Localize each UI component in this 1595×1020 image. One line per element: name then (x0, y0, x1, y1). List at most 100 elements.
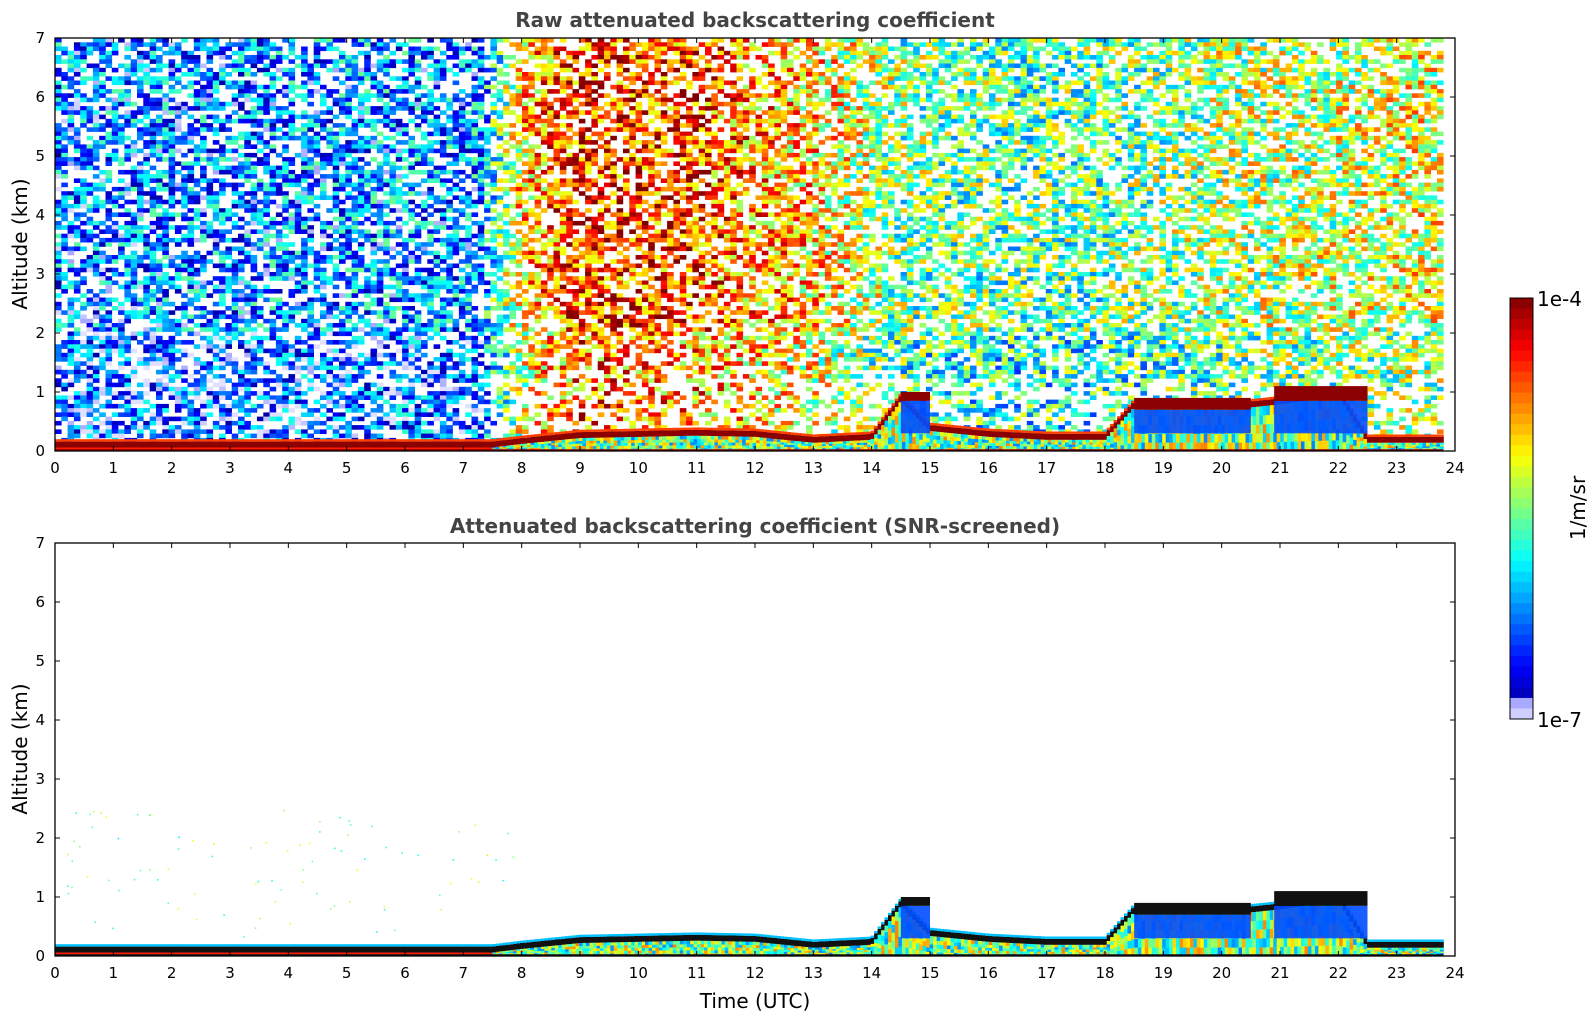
y-tick-label: 6 (35, 88, 45, 106)
x-tick-label: 20 (1212, 964, 1231, 982)
x-tick-label: 17 (1037, 459, 1056, 477)
colorbar-step (1510, 497, 1533, 510)
colorbar-step (1510, 340, 1533, 352)
colorbar-step (1510, 361, 1533, 373)
x-tick-label: 16 (979, 964, 998, 982)
colorbar-step (1510, 529, 1533, 541)
colorbar-step (1510, 676, 1533, 688)
x-tick-label: 7 (459, 459, 469, 477)
colorbar-gradient (1510, 298, 1533, 720)
colorbar-step (1510, 445, 1533, 457)
colorbar-step (1510, 603, 1533, 615)
x-tick-label: 24 (1445, 964, 1464, 982)
colorbar-step (1510, 455, 1533, 467)
panel-raw: Raw attenuated backscattering coefficien… (8, 8, 1465, 477)
panel-screened: Attenuated backscattering coefficient (S… (8, 514, 1465, 1013)
colorbar-step (1510, 487, 1533, 499)
x-tick-label: 11 (687, 964, 706, 982)
panel-screened-heatmap (55, 809, 1444, 956)
panel-raw-heatmap (55, 38, 1444, 451)
y-tick-label: 0 (35, 442, 45, 460)
colorbar-unit-label: 1/m/sr (1566, 475, 1590, 540)
x-tick-label: 3 (225, 459, 235, 477)
x-tick-label: 15 (920, 964, 939, 982)
colorbar-min-label: 1e-7 (1537, 708, 1582, 732)
colorbar-step (1510, 382, 1533, 394)
x-tick-label: 10 (629, 964, 648, 982)
colorbar-max-label: 1e-4 (1537, 287, 1582, 311)
colorbar-step (1510, 403, 1533, 415)
x-tick-label: 16 (979, 459, 998, 477)
colorbar-step (1510, 550, 1533, 562)
x-tick-label: 0 (50, 459, 60, 477)
colorbar-step (1510, 392, 1533, 404)
colorbar-step (1510, 645, 1533, 657)
x-tick-label: 19 (1154, 964, 1173, 982)
x-tick-label: 4 (284, 964, 294, 982)
panel-raw-title: Raw attenuated backscattering coefficien… (515, 8, 995, 32)
panel-screened-y-ticks: 0 1 2 3 4 5 6 7 (35, 534, 1455, 965)
panel-screened-frame (54, 542, 1456, 957)
colorbar-step (1510, 655, 1533, 667)
colorbar-step (1510, 540, 1533, 552)
colorbar-step (1510, 508, 1533, 520)
x-tick-label: 6 (400, 459, 410, 477)
colorbar-step (1510, 634, 1533, 646)
colorbar-step (1510, 571, 1533, 583)
x-tick-label: 23 (1387, 459, 1406, 477)
y-tick-label: 0 (35, 947, 45, 965)
colorbar-step (1510, 687, 1533, 699)
y-tick-label: 4 (35, 711, 45, 729)
colorbar-step (1510, 708, 1533, 720)
colorbar-step (1510, 466, 1533, 478)
x-tick-label: 23 (1387, 964, 1406, 982)
x-tick-label: 5 (342, 964, 352, 982)
y-tick-label: 3 (35, 770, 45, 788)
colorbar-step (1510, 624, 1533, 636)
y-tick-label: 5 (35, 652, 45, 670)
panel-raw-x-ticks: 0 1 2 3 4 5 6 7 8 9 10 11 12 13 14 15 16 17 18 19 20 21 22 23 24 (50, 38, 1465, 477)
colorbar-step (1510, 434, 1533, 446)
colorbar-step (1510, 666, 1533, 678)
x-tick-label: 0 (50, 964, 60, 982)
panel-raw-y-label: Altitude (km) (8, 178, 32, 309)
y-tick-label: 7 (35, 29, 45, 47)
x-tick-label: 21 (1270, 459, 1289, 477)
panel-screened-x-label: Time (UTC) (699, 989, 811, 1013)
colorbar-step (1510, 519, 1533, 531)
x-tick-label: 6 (400, 964, 410, 982)
x-tick-label: 15 (920, 459, 939, 477)
x-tick-label: 13 (804, 964, 823, 982)
panel-raw-y-ticks: 0 1 2 3 4 5 6 7 (35, 29, 1455, 460)
y-tick-label: 3 (35, 265, 45, 283)
y-tick-label: 5 (35, 147, 45, 165)
x-tick-label: 5 (342, 459, 352, 477)
y-tick-label: 2 (35, 324, 45, 342)
colorbar-step (1510, 319, 1533, 331)
x-tick-label: 17 (1037, 964, 1056, 982)
colorbar-step (1510, 592, 1533, 604)
colorbar-step (1510, 424, 1533, 436)
colorbar-step (1510, 476, 1533, 488)
colorbar-step (1510, 308, 1533, 320)
x-tick-label: 9 (575, 459, 585, 477)
y-tick-label: 7 (35, 534, 45, 552)
x-tick-label: 13 (804, 459, 823, 477)
x-tick-label: 20 (1212, 459, 1231, 477)
x-tick-label: 8 (517, 459, 527, 477)
x-tick-label: 1 (109, 459, 119, 477)
panel-screened-y-label: Altitude (km) (8, 683, 32, 814)
x-tick-label: 18 (1095, 459, 1114, 477)
x-tick-label: 21 (1270, 964, 1289, 982)
colorbar-step (1510, 697, 1533, 709)
x-tick-label: 1 (109, 964, 119, 982)
x-tick-label: 14 (862, 964, 881, 982)
colorbar-step (1510, 582, 1533, 594)
colorbar-step (1510, 371, 1533, 383)
x-tick-label: 8 (517, 964, 527, 982)
y-tick-label: 1 (35, 888, 45, 906)
colorbar-step (1510, 350, 1533, 362)
x-tick-label: 22 (1329, 459, 1348, 477)
colorbar-step (1510, 329, 1533, 341)
x-tick-label: 3 (225, 964, 235, 982)
